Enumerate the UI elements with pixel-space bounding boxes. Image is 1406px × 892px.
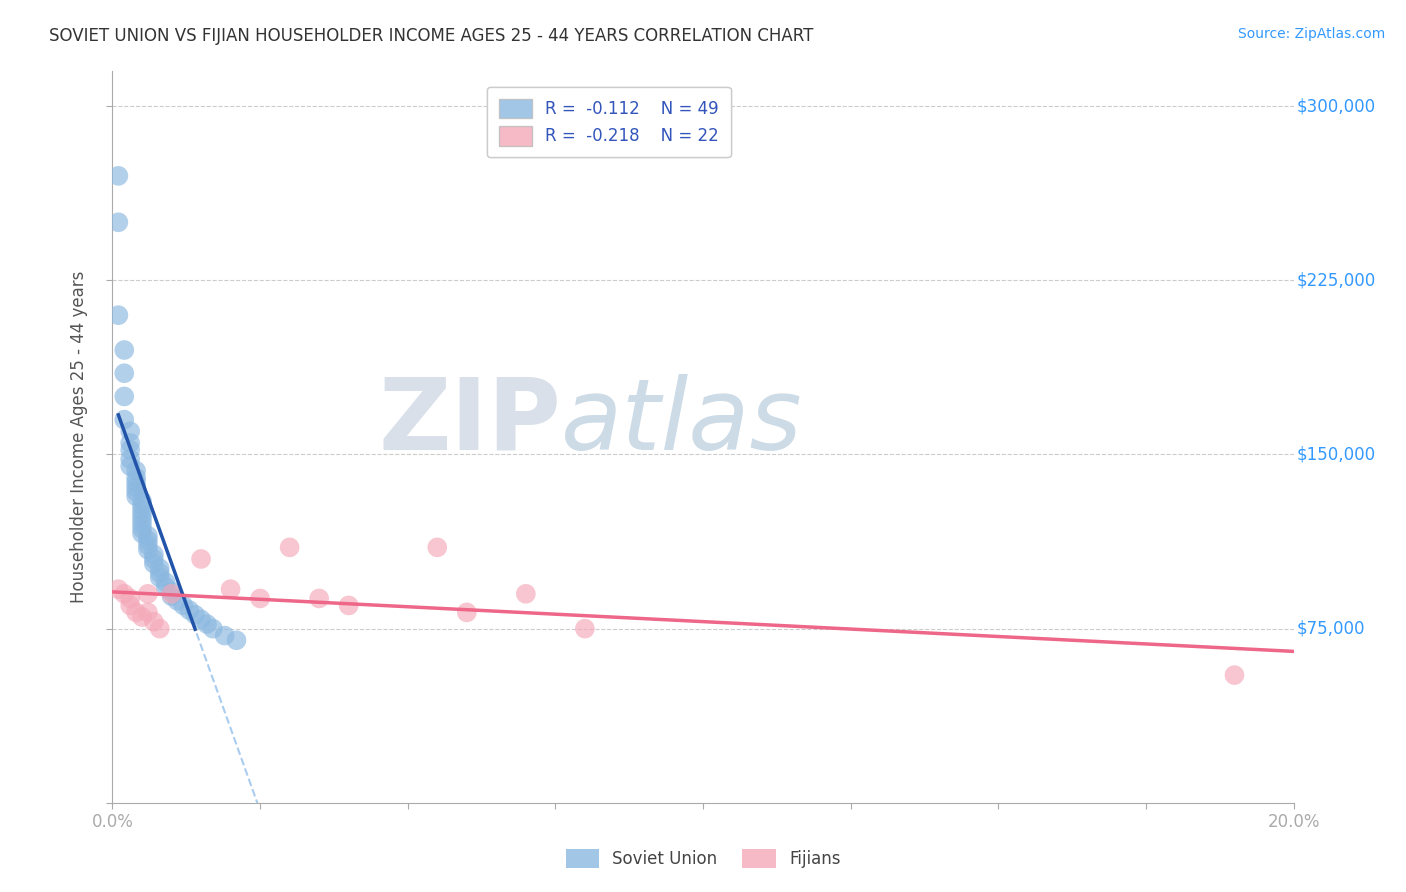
Point [308,591,330,606]
Point [131,499,153,513]
Point [337,599,360,613]
Text: atlas: atlas [561,374,803,471]
Point [120,442,142,457]
Point [131,522,153,536]
Point [136,542,159,557]
Point [131,517,153,532]
Point [155,580,177,594]
Point [112,587,135,601]
Point [184,607,207,622]
Point [160,587,183,601]
Point [456,606,478,620]
Point [120,424,142,438]
Point [160,584,183,599]
Point [136,538,159,552]
Point [107,582,129,597]
Text: SOVIET UNION VS FIJIAN HOUSEHOLDER INCOME AGES 25 - 44 YEARS CORRELATION CHART: SOVIET UNION VS FIJIAN HOUSEHOLDER INCOM… [49,27,814,45]
Point [278,541,301,555]
Point [166,594,188,608]
Text: Source: ZipAtlas.com: Source: ZipAtlas.com [1237,27,1385,41]
Point [125,480,148,494]
Point [190,612,212,626]
Point [131,610,153,624]
Point [136,533,159,548]
Point [125,471,148,485]
Point [120,599,142,613]
Point [515,587,537,601]
Point [225,633,247,648]
Point [120,459,142,474]
Point [201,622,224,636]
Point [149,561,172,575]
Point [107,308,129,322]
Point [131,508,153,522]
Legend: R =  -0.112    N = 49, R =  -0.218    N = 22: R = -0.112 N = 49, R = -0.218 N = 22 [486,87,731,157]
Point [136,606,159,620]
Point [125,464,148,478]
Point [125,489,148,503]
Point [149,622,172,636]
Point [574,622,596,636]
Point [131,512,153,526]
Text: $225,000: $225,000 [1298,271,1376,289]
Point [120,591,142,606]
Point [160,589,183,603]
Point [149,570,172,584]
Point [131,503,153,517]
Point [112,366,135,380]
Point [1223,668,1246,682]
Point [120,436,142,450]
Legend: Soviet Union, Fijians: Soviet Union, Fijians [558,842,848,875]
Point [125,606,148,620]
Point [131,494,153,508]
Point [112,389,135,403]
Point [149,566,172,580]
Point [142,615,165,629]
Text: $75,000: $75,000 [1298,620,1365,638]
Point [426,541,449,555]
Point [179,603,201,617]
Point [249,591,271,606]
Text: $300,000: $300,000 [1298,97,1376,115]
Point [190,552,212,566]
Point [125,484,148,499]
Point [125,475,148,490]
Point [136,587,159,601]
Point [142,552,165,566]
Text: $150,000: $150,000 [1298,445,1376,464]
Point [131,526,153,541]
Point [155,575,177,590]
Point [142,557,165,571]
Point [120,452,142,467]
Text: ZIP: ZIP [378,374,561,471]
Point [112,412,135,426]
Point [142,547,165,561]
Point [107,169,129,183]
Point [136,529,159,543]
Point [214,629,236,643]
Y-axis label: Householder Income Ages 25 - 44 years: Householder Income Ages 25 - 44 years [70,271,89,603]
Point [219,582,242,597]
Point [172,599,194,613]
Point [107,215,129,229]
Point [195,617,218,632]
Point [112,343,135,357]
